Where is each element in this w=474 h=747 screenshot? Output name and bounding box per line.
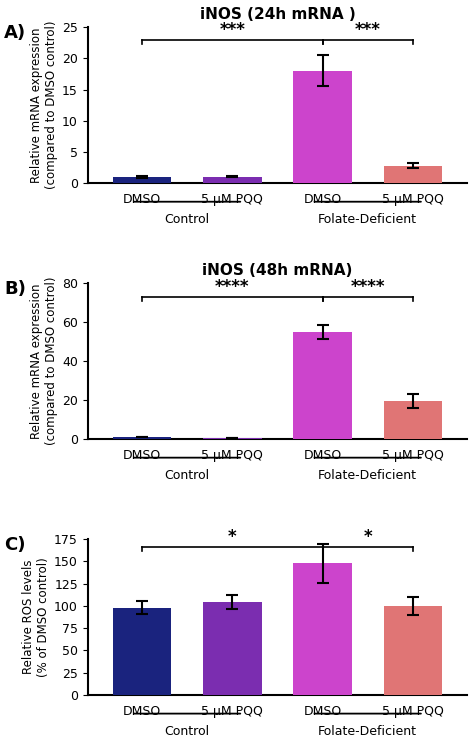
Text: *: *: [228, 528, 237, 546]
Bar: [293, 71, 352, 183]
Text: ****: ****: [215, 278, 249, 296]
Text: Control: Control: [164, 725, 210, 737]
Text: Folate-Deficient: Folate-Deficient: [318, 213, 417, 226]
Bar: [113, 608, 171, 695]
Bar: [203, 438, 262, 439]
Text: B): B): [4, 280, 26, 298]
Y-axis label: Relative mRNA expression
(compared to DMSO control): Relative mRNA expression (compared to DM…: [30, 277, 58, 445]
Text: C): C): [4, 536, 26, 554]
Title: iNOS (48h mRNA): iNOS (48h mRNA): [202, 263, 353, 278]
Text: Folate-Deficient: Folate-Deficient: [318, 468, 417, 482]
Text: *: *: [364, 528, 372, 546]
Bar: [383, 401, 442, 439]
Y-axis label: Relative ROS levels
(% of DMSO control): Relative ROS levels (% of DMSO control): [22, 557, 50, 677]
Text: ***: ***: [219, 21, 245, 39]
Bar: [113, 177, 171, 183]
Bar: [383, 606, 442, 695]
Text: Control: Control: [164, 468, 210, 482]
Text: A): A): [4, 24, 27, 42]
Bar: [293, 332, 352, 439]
Y-axis label: Relative mRNA expression
(compared to DMSO control): Relative mRNA expression (compared to DM…: [30, 21, 58, 190]
Text: ***: ***: [355, 21, 381, 39]
Bar: [203, 177, 262, 183]
Bar: [383, 166, 442, 183]
Title: iNOS (24h mRNA ): iNOS (24h mRNA ): [200, 7, 356, 22]
Bar: [203, 602, 262, 695]
Text: Control: Control: [164, 213, 210, 226]
Text: ****: ****: [350, 278, 385, 296]
Text: Folate-Deficient: Folate-Deficient: [318, 725, 417, 737]
Bar: [293, 563, 352, 695]
Bar: [113, 437, 171, 439]
